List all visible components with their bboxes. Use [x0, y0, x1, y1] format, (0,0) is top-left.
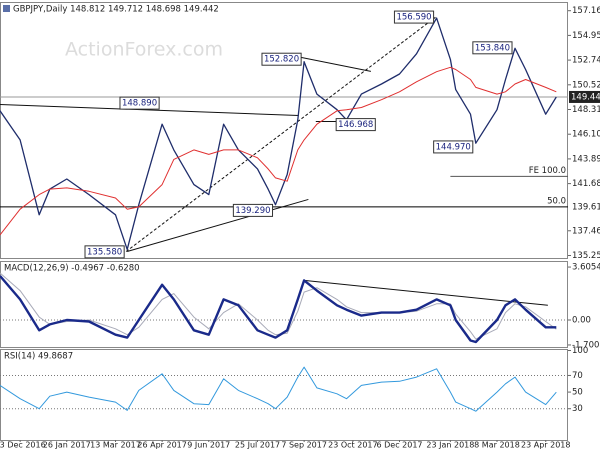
- y-tick-label: 135.255: [572, 251, 600, 261]
- price-panel: [0, 2, 568, 259]
- x-tick-label: 9 Jun 2017: [187, 441, 230, 450]
- price-annotation: 144.970: [436, 142, 471, 152]
- x-tick-label: 7 Sep 2017: [281, 441, 327, 450]
- trend-line: [300, 56, 371, 72]
- x-tick-label: 23 Jan 2018: [426, 441, 474, 450]
- price-annotation-box: [232, 203, 274, 217]
- x-tick-label: 6 Dec 2017: [376, 441, 422, 450]
- rsi-panel: [0, 349, 568, 441]
- x-tick-label: 13 Mar 2017: [90, 441, 141, 450]
- trend-line: [304, 279, 548, 306]
- level-label: FE 100.0: [529, 166, 566, 176]
- price-annotation-box: [261, 52, 302, 66]
- x-tick-label: 23 Apr 2018: [521, 441, 570, 450]
- price-annotation: 146.968: [338, 120, 373, 130]
- price-annotation-box: [433, 140, 474, 154]
- x-tick-label: 25 Jul 2017: [235, 441, 280, 450]
- trend-line: [127, 198, 309, 252]
- x-tick-label: 26 Apr 2017: [137, 441, 186, 450]
- title-icon: [3, 5, 10, 12]
- level-price: 139.610: [572, 202, 600, 212]
- x-tick-label: 13 Dec 2016: [0, 441, 46, 450]
- y-tick-label: 154.950: [572, 31, 600, 41]
- price-annotation: 152.820: [264, 55, 299, 65]
- macd-title: MACD(12,26,9) -0.4967 -0.6280: [4, 264, 140, 274]
- series-line: [0, 366, 557, 412]
- price-annotation-box: [335, 118, 376, 132]
- price-annotation: 135.580: [87, 247, 122, 257]
- series-line: [0, 272, 557, 340]
- y-tick-label: 143.898: [572, 154, 600, 164]
- y-tick-label: 146.108: [572, 130, 600, 140]
- y-tick-label: 100: [572, 346, 588, 356]
- y-tick-label: 30: [572, 404, 583, 414]
- y-tick-label: 3.6054: [572, 263, 600, 273]
- y-tick-label: 150.529: [572, 80, 600, 90]
- y-tick-label: 157.161: [572, 6, 600, 16]
- price-annotation: 139.290: [235, 206, 270, 216]
- series-line: [0, 66, 557, 236]
- y-tick-label: 70: [572, 371, 583, 381]
- price-annotation: 148.890: [122, 99, 157, 109]
- x-tick-label: 23 Oct 2017: [328, 441, 377, 450]
- last-price-box: [569, 90, 600, 103]
- chart-title: GBPJPY,Daily 148.812 149.712 148.698 149…: [13, 5, 219, 15]
- series-line: [0, 17, 557, 251]
- y-tick-label: 141.687: [572, 179, 600, 189]
- price-annotation-box: [84, 245, 125, 259]
- y-tick-label: 148.319: [572, 105, 600, 115]
- macd-panel: [0, 261, 568, 348]
- series-line: [0, 275, 557, 344]
- x-tick-label: 8 Mar 2018: [474, 441, 520, 450]
- y-tick-label: 0.00: [572, 315, 591, 325]
- trend-line: [0, 103, 299, 117]
- price-annotation: 156.590: [396, 13, 431, 23]
- y-tick-label: 152.740: [572, 56, 600, 66]
- rsi-title: RSI(14) 49.8687: [4, 352, 73, 362]
- watermark: ActionForex.com: [65, 39, 223, 61]
- price-annotation-box: [119, 96, 160, 110]
- y-tick-label: 50: [572, 388, 583, 398]
- y-tick-label: -1.7008: [572, 340, 600, 350]
- level-label: 50.0: [547, 196, 566, 206]
- price-annotation-box: [472, 41, 513, 55]
- price-annotation: 153.840: [475, 43, 510, 53]
- x-tick-label: 26 Jan 2017: [43, 441, 91, 450]
- y-tick-label: 137.466: [572, 226, 600, 236]
- last-price-label: 149.442: [571, 92, 600, 102]
- price-annotation-box: [393, 10, 435, 24]
